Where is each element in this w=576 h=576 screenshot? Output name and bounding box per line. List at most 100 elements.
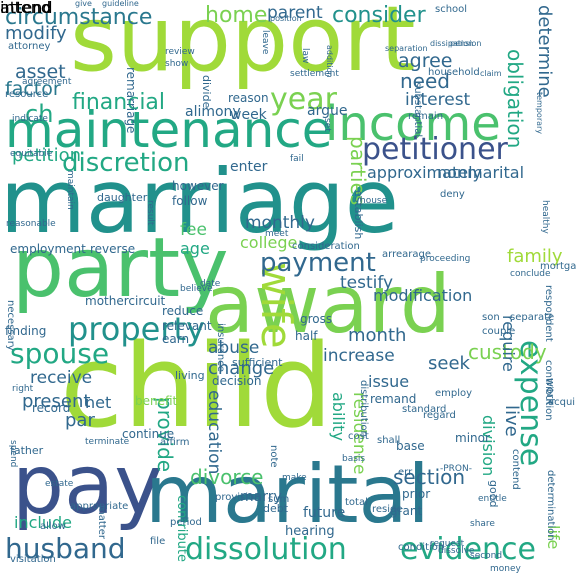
word: spouse [10,337,110,370]
word: school [435,4,468,15]
word: claim [480,69,502,78]
word: reason [228,91,269,105]
word: receive [30,368,93,388]
word: total [345,497,368,508]
word: increase [323,346,395,366]
word: seek [428,353,470,374]
word: base [396,439,425,453]
word: estate [45,479,74,489]
word: property [68,310,205,348]
word: condition [398,542,445,553]
word: record [32,401,71,415]
word: guideline [102,0,139,8]
word: review [165,47,195,57]
word: ability [329,392,348,442]
word: attend [0,0,53,17]
word: allow [40,521,66,532]
word: dissolution [185,532,347,567]
word: fee [180,220,207,240]
word: reduce [162,304,204,318]
word: grant [390,504,423,518]
word: marry [240,489,282,505]
word: pay [12,438,163,533]
word: terminate [85,437,130,447]
word: year [270,82,337,117]
word: couple [482,326,516,337]
word: require [499,315,518,372]
word: acquire [548,397,576,408]
word: prior [402,487,431,501]
word: maintenance [5,101,333,159]
word: consideration [292,241,360,252]
word: family [507,246,563,267]
word: position [270,14,302,23]
word: child [60,320,334,454]
word: minor [455,431,490,445]
word: contribution [543,360,554,421]
word: appropriate [70,501,129,512]
word: testify [340,273,394,293]
word: debt [263,502,289,515]
word: present [22,391,91,412]
word: regard [423,410,456,421]
word: mortgage [540,261,576,272]
word: affirm [160,437,190,448]
word: matter [96,505,107,539]
word: hearing [285,524,335,539]
word: provision [215,492,261,503]
word: visitation [10,554,56,565]
word: division [479,415,498,477]
word: respondent [543,285,554,342]
word: proceeding [420,254,471,264]
word: sufficient [232,356,283,369]
word: week [230,107,267,123]
word: basis [342,454,366,464]
word: follow [172,194,208,208]
word: marital [145,448,430,541]
word: award [205,258,451,351]
word: monthly [245,213,315,233]
word: file [150,536,166,547]
word: home [205,3,268,28]
word: believe [180,284,213,294]
word: set [322,118,332,132]
word: nonmarital [437,163,525,182]
word: college [240,233,298,252]
word: share [470,519,495,529]
word: separate [510,312,555,323]
word: temporary [535,92,544,135]
word: earn [162,332,190,346]
word: period [170,517,202,528]
word: husband [5,532,126,565]
word: live [501,405,522,437]
word: maintain [65,170,75,210]
word: custody [468,340,547,364]
word: petition [12,145,82,166]
word: substantial [412,82,423,138]
word: household [428,67,480,78]
word: err [398,467,413,478]
word: equitable [10,149,53,159]
word: remarriage [124,67,138,134]
word: payment [260,248,376,278]
word: agreement [22,77,72,87]
word: fail [290,154,304,164]
word: son [482,312,500,323]
word: insurance [215,323,226,372]
word: result [145,200,155,226]
word: second [470,551,503,561]
word: age [180,239,210,258]
word: employment [10,242,86,256]
word: note [268,445,279,468]
word: dissipation [430,39,474,48]
word: discretion [62,148,190,178]
word: shall [377,435,401,446]
word: continue [122,427,175,441]
word: meet [265,229,289,239]
word: asset [15,61,66,83]
word: money [490,564,521,574]
word: factor [5,78,61,100]
word: leave [260,30,270,55]
word: obligation [503,49,527,149]
